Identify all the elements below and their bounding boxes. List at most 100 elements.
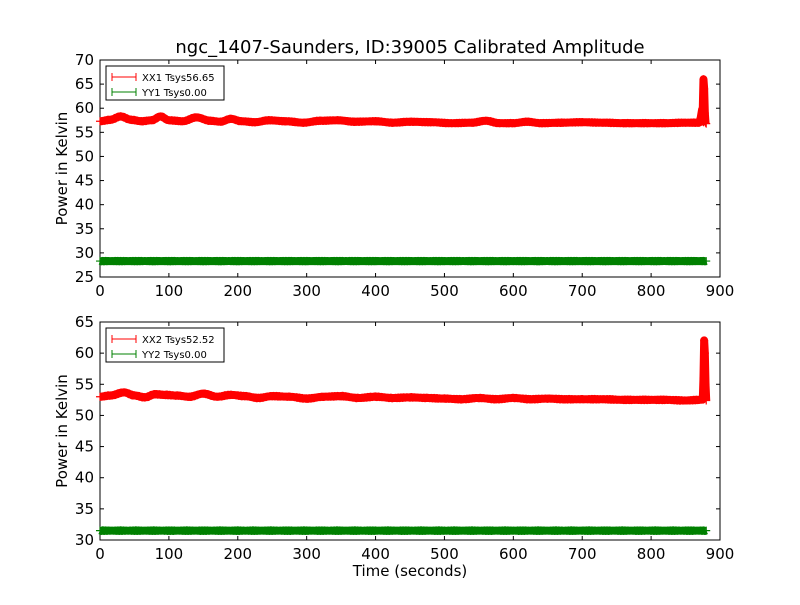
data-point — [96, 257, 104, 266]
data-point — [151, 390, 160, 399]
y-axis-label: Power in Kelvin — [53, 112, 71, 226]
chart-title: ngc_1407-Saunders, ID:39005 Calibrated A… — [175, 37, 644, 58]
x-tick-label: 400 — [361, 282, 390, 300]
x-tick-label: 800 — [637, 545, 666, 563]
x-tick-label: 100 — [155, 545, 184, 563]
data-point — [302, 526, 311, 535]
data-point — [557, 118, 566, 127]
data-point — [701, 380, 710, 389]
y-tick-label: 60 — [75, 344, 94, 362]
data-point — [526, 395, 535, 404]
data-point — [337, 392, 346, 401]
data-point — [698, 395, 707, 404]
data-point — [695, 395, 704, 404]
data-point — [371, 257, 380, 266]
x-tick-label: 0 — [95, 282, 105, 300]
data-point — [171, 391, 180, 400]
data-point — [161, 390, 170, 399]
data-point — [116, 112, 125, 121]
data-point — [698, 104, 707, 113]
data-point — [536, 119, 545, 128]
y-tick-label: 35 — [75, 220, 94, 238]
data-point — [481, 116, 490, 125]
data-point — [156, 112, 165, 121]
data-point — [699, 75, 708, 84]
data-point — [702, 257, 711, 266]
y-tick-label: 55 — [75, 375, 94, 393]
y-axis-label: Power in Kelvin — [53, 374, 71, 488]
series-line — [99, 260, 707, 262]
data-point — [251, 118, 259, 127]
y-tick-label: 70 — [75, 51, 94, 69]
x-tick-label: 900 — [706, 282, 735, 300]
x-tick-label: 700 — [568, 545, 597, 563]
y-tick-label: 55 — [75, 123, 94, 141]
data-point — [264, 116, 273, 125]
data-point — [578, 118, 587, 127]
x-tick-label: 600 — [499, 545, 528, 563]
data-point — [700, 349, 709, 358]
data-point — [216, 117, 225, 126]
data-point — [578, 526, 587, 535]
data-point — [702, 526, 711, 535]
data-point — [700, 336, 709, 345]
data-point — [647, 526, 656, 535]
data-point — [468, 118, 476, 127]
data-point — [354, 393, 363, 402]
data-point — [127, 115, 135, 124]
data-point — [640, 119, 649, 128]
data-point — [578, 257, 587, 266]
x-tick-label: 900 — [706, 545, 735, 563]
data-point — [700, 84, 709, 93]
legend-label: YY1 Tsys0.00 — [141, 88, 207, 99]
data-point — [447, 119, 456, 128]
data-point — [701, 118, 710, 127]
data-point — [543, 394, 552, 403]
data-point — [440, 394, 449, 403]
data-point — [371, 117, 380, 126]
legend: XX1 Tsys56.65 YY1 Tsys0.00 — [105, 65, 225, 101]
legend-marker — [111, 88, 137, 96]
data-point — [426, 118, 435, 127]
data-point — [199, 389, 208, 398]
legend-label: YY2 Tsys0.00 — [141, 350, 207, 361]
x-tick-label: 500 — [430, 545, 459, 563]
legend: XX2 Tsys52.52 YY2 Tsys0.00 — [105, 327, 225, 363]
x-tick-label: 0 — [95, 545, 105, 563]
legend-box — [105, 65, 225, 101]
x-tick-label: 500 — [430, 282, 459, 300]
data-point — [106, 391, 115, 400]
y-tick-label: 35 — [75, 500, 94, 518]
data-point — [509, 393, 518, 402]
data-point — [140, 393, 149, 402]
data-point — [660, 119, 669, 128]
data-point — [388, 393, 397, 402]
x-tick-label: 800 — [637, 282, 666, 300]
legend-box — [105, 327, 225, 363]
data-point — [233, 257, 242, 266]
data-point — [233, 526, 242, 535]
legend-label: XX1 Tsys56.65 — [142, 73, 215, 84]
series-1 — [96, 336, 711, 405]
y-tick-label: 65 — [75, 75, 94, 93]
data-point — [130, 391, 139, 400]
data-point — [640, 395, 649, 404]
y-tick-label: 45 — [75, 438, 94, 456]
x-tick-label: 300 — [292, 545, 321, 563]
x-tick-label: 200 — [223, 545, 252, 563]
y-tick-label: 30 — [75, 531, 94, 549]
data-point — [406, 117, 414, 126]
data-point — [206, 116, 215, 125]
y-tick-label: 50 — [75, 147, 94, 165]
x-tick-label: 200 — [223, 282, 252, 300]
y-tick-label: 25 — [75, 268, 94, 286]
legend-marker — [111, 335, 137, 343]
data-point — [406, 393, 414, 402]
data-point — [185, 392, 194, 401]
data-point — [137, 117, 146, 126]
series-2 — [96, 526, 711, 535]
y-tick-label: 40 — [75, 196, 94, 214]
x-tick-label: 600 — [499, 282, 528, 300]
